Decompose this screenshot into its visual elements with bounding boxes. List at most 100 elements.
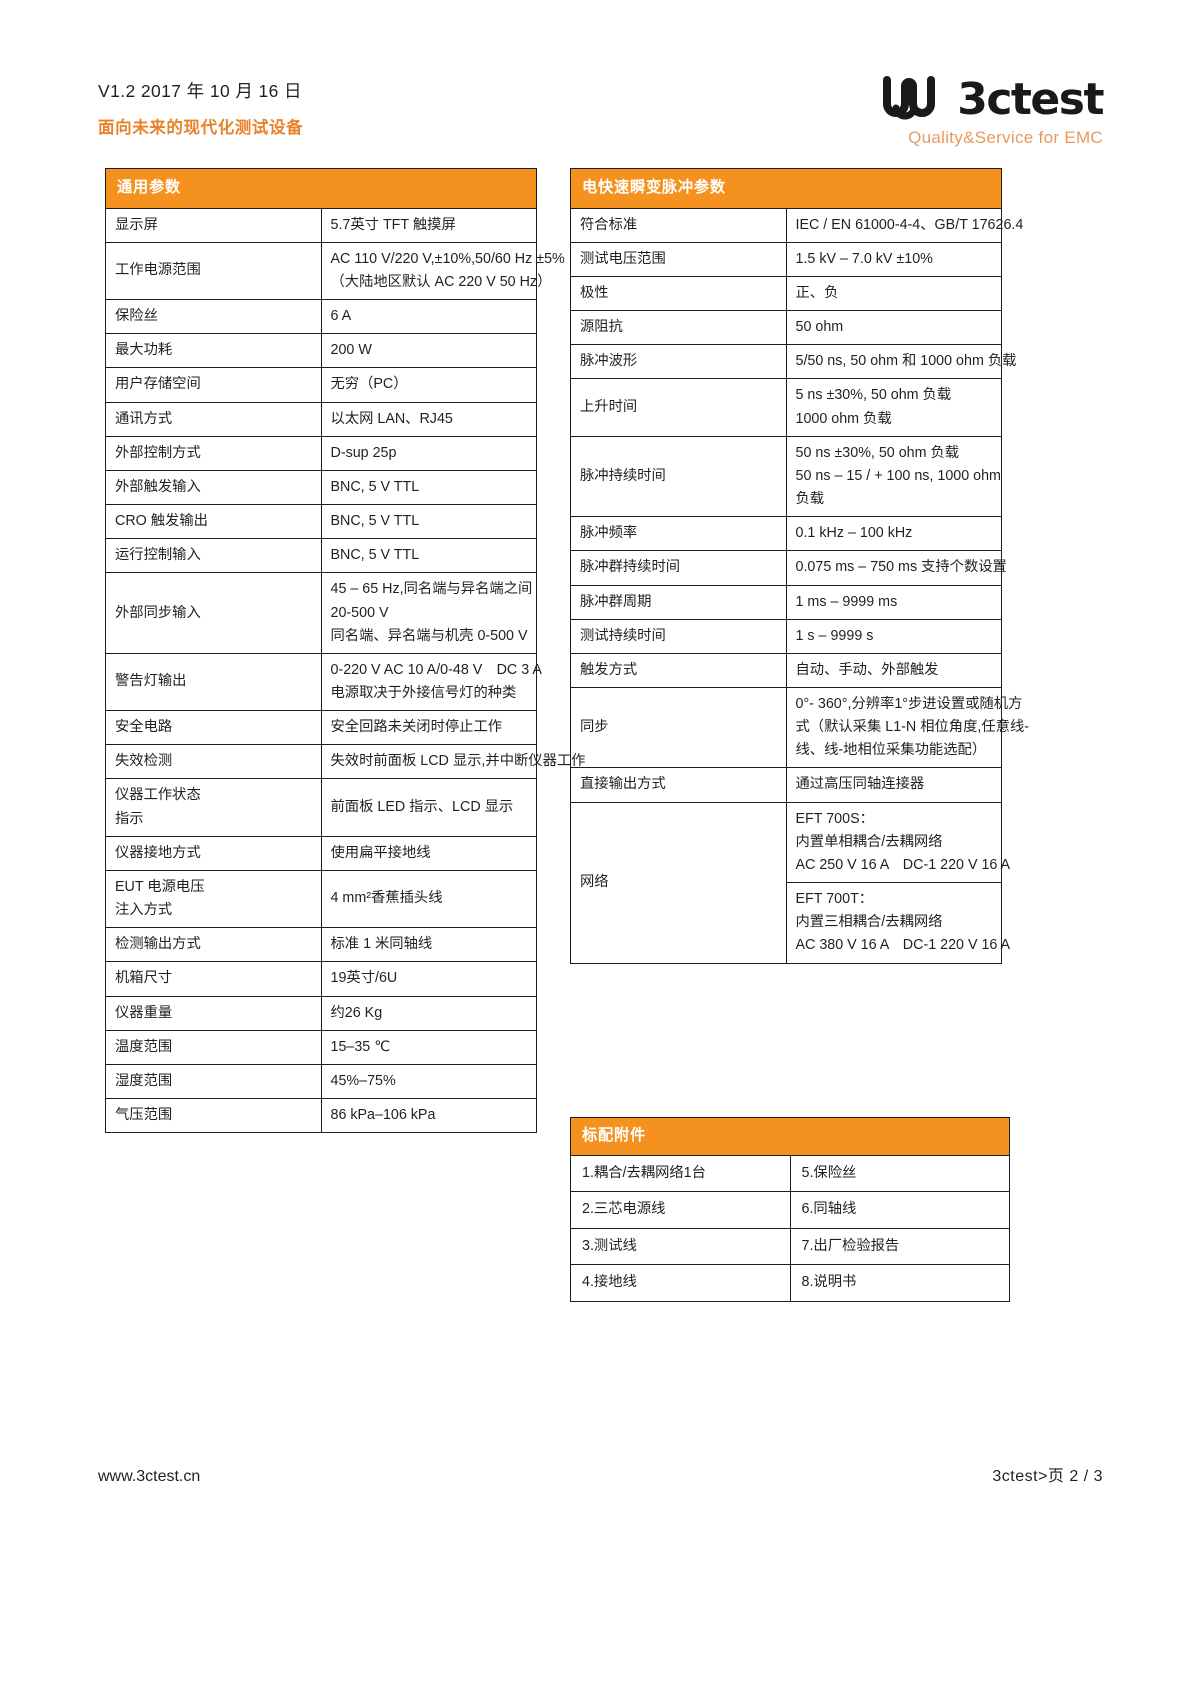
row-key: 仪器重量	[105, 995, 322, 1031]
eft-table-title: 电快速瞬变脉冲参数	[570, 168, 1002, 209]
row-value: 50 ns ±30%, 50 ohm 负载 50 ns – 15 / + 100…	[785, 435, 1002, 518]
row-key: 同步	[570, 686, 787, 769]
accessory-item: 1.耦合/去耦网络1台	[570, 1154, 791, 1193]
row-key: 上升时间	[570, 378, 787, 437]
value-line: 负载	[795, 491, 825, 508]
row-key: 外部同步输入	[105, 572, 322, 654]
value-line: 0-220 V AC 10 A/0-48 V DC 3 A	[330, 661, 542, 678]
table-row-network: 网络 EFT 700S： 内置单相耦合/去耦网络 AC 250 V 16 A D…	[570, 801, 1011, 964]
table-row: 通讯方式 以太网 LAN、RJ45	[105, 401, 537, 437]
row-key: 脉冲频率	[570, 516, 787, 552]
row-value: 86 kPa–106 kPa	[320, 1097, 537, 1134]
value-line: EFT 700S：	[795, 810, 874, 827]
row-key: 脉冲波形	[570, 344, 787, 380]
value-line: 同名端、异名端与机壳 0-500 V	[330, 627, 528, 644]
general-table-title: 通用参数	[105, 168, 537, 209]
table-row: 4.接地线 8.说明书	[570, 1264, 1010, 1302]
value-line: 式（默认采集 L1-N 相位角度,任意线-	[795, 719, 1030, 736]
value-line: D-sup 25p	[330, 444, 397, 461]
table-row: 仪器接地方式 使用扁平接地线	[105, 835, 537, 871]
general-parameters-column: 通用参数 显示屏 5.7英寸 TFT 触摸屏 工作电源范围 AC 110 V/2…	[105, 168, 586, 1134]
table-row: 工作电源范围 AC 110 V/220 V,±10%,50/60 Hz ±5% …	[105, 241, 565, 301]
table-row: 检测输出方式 标准 1 米同轴线	[105, 927, 537, 963]
table-row: 安全电路 安全回路未关闭时停止工作	[105, 710, 537, 746]
row-value: 使用扁平接地线	[320, 835, 537, 871]
accessories-table-title: 标配附件	[570, 1117, 1010, 1156]
row-key: 保险丝	[105, 299, 322, 335]
row-key-line: 仪器工作状态	[115, 787, 201, 804]
table-row: 3.测试线 7.出厂检验报告	[570, 1227, 1010, 1266]
row-key: 显示屏	[105, 207, 322, 243]
row-value: IEC / EN 61000-4-4、GB/T 17626.4	[785, 207, 1024, 243]
row-key: 极性	[570, 275, 787, 312]
row-value: 15–35 ℃	[320, 1029, 537, 1065]
row-key: 温度范围	[105, 1029, 322, 1065]
row-key: 脉冲群周期	[570, 584, 787, 620]
value-line: 5/50 ns, 50 ohm 和 1000 ohm 负载	[795, 353, 1017, 370]
row-value: 50 ohm	[785, 310, 1002, 346]
value-line: 内置三相耦合/去耦网络	[795, 914, 943, 931]
row-value: 前面板 LED 指示、LCD 显示	[320, 778, 537, 837]
table-row: EUT 电源电压 注入方式 4 mm²香蕉插头线	[105, 869, 537, 929]
row-key-line: 指示	[115, 810, 144, 827]
row-value: 0.075 ms – 750 ms 支持个数设置	[785, 550, 1007, 586]
row-value: 正、负	[785, 275, 1002, 312]
value-line: 前面板 LED 指示、LCD 显示	[330, 799, 514, 816]
footer-pagination: 3ctest>页 2 / 3	[992, 1468, 1103, 1485]
value-line: BNC, 5 V TTL	[330, 547, 420, 564]
value-line: 19英寸/6U	[330, 970, 398, 987]
table-row: 机箱尺寸 19英寸/6U	[105, 961, 537, 997]
value-line: AC 250 V 16 A DC-1 220 V 16 A	[795, 856, 1011, 873]
value-line: 正、负	[795, 284, 839, 301]
logo-wordmark: 3ctest	[957, 73, 1104, 125]
value-line: 50 ns – 15 / + 100 ns, 1000 ohm	[795, 467, 1001, 484]
row-key: 符合标准	[570, 207, 787, 243]
brand-logo: 3ctest	[883, 73, 1104, 125]
company-tagline: 面向未来的现代化测试设备	[98, 119, 304, 137]
value-line: 线、线-地相位采集功能选配）	[795, 742, 987, 759]
table-row: 用户存储空间 无穷（PC）	[105, 367, 537, 403]
value-line: 200 W	[330, 342, 372, 359]
accessory-item: 7.出厂检验报告	[789, 1227, 1010, 1266]
value-line: 5.7英寸 TFT 触摸屏	[330, 216, 456, 233]
accessory-item: 5.保险丝	[789, 1154, 1010, 1193]
row-value: AC 110 V/220 V,±10%,50/60 Hz ±5% （大陆地区默认…	[320, 241, 565, 301]
value-line: 1 ms – 9999 ms	[795, 593, 898, 610]
table-header-row: 通用参数	[105, 168, 537, 209]
page-footer: www.3ctest.cn 3ctest>页 2 / 3	[98, 1462, 1103, 1486]
row-key: 工作电源范围	[105, 241, 322, 301]
table-row: 保险丝 6 A	[105, 299, 537, 335]
value-line: BNC, 5 V TTL	[330, 513, 420, 530]
table-row: 运行控制输入 BNC, 5 V TTL	[105, 538, 537, 574]
row-key-line: EUT 电源电压	[115, 878, 205, 895]
row-value: 1 s – 9999 s	[785, 618, 1002, 654]
value-line: IEC / EN 61000-4-4、GB/T 17626.4	[795, 216, 1024, 233]
row-key-line: 注入方式	[115, 902, 173, 919]
row-key: 外部控制方式	[105, 435, 322, 471]
row-value-eft700s: EFT 700S： 内置单相耦合/去耦网络 AC 250 V 16 A DC-1…	[785, 801, 1011, 884]
row-value: 1 ms – 9999 ms	[785, 584, 1002, 620]
row-value: 0-220 V AC 10 A/0-48 V DC 3 A 电源取决于外接信号灯…	[320, 652, 542, 712]
value-line: 50 ns ±30%, 50 ohm 负载	[795, 444, 960, 461]
value-line: 0°- 360°,分辨率1°步进设置或随机方	[795, 695, 1023, 712]
row-value: 以太网 LAN、RJ45	[320, 401, 537, 437]
row-key: 外部触发输入	[105, 469, 322, 506]
table-row: 外部同步输入 45 – 65 Hz,同名端与异名端之间 20-500 V 同名端…	[105, 572, 537, 654]
footer-website[interactable]: www.3ctest.cn	[98, 1468, 201, 1485]
row-key: 测试持续时间	[570, 618, 787, 654]
header-right: 3ctest Quality&Service for EMC	[883, 73, 1104, 148]
eft-parameters-column: 电快速瞬变脉冲参数 符合标准 IEC / EN 61000-4-4、GB/T 1…	[570, 168, 1030, 964]
row-key: 安全电路	[105, 710, 322, 746]
logo-slogan: Quality&Service for EMC	[908, 128, 1103, 147]
value-line: 45%–75%	[330, 1072, 396, 1089]
row-value: 标准 1 米同轴线	[320, 927, 537, 963]
value-line: 失效时前面板 LCD 显示,并中断仪器工作	[330, 753, 586, 770]
table-row: 温度范围 15–35 ℃	[105, 1029, 537, 1065]
row-value: BNC, 5 V TTL	[320, 504, 537, 540]
row-key: 运行控制输入	[105, 538, 322, 574]
table-row: 测试持续时间 1 s – 9999 s	[570, 618, 1002, 654]
row-value: 无穷（PC）	[320, 367, 537, 403]
table-row: 2.三芯电源线 6.同轴线	[570, 1191, 1010, 1229]
accessory-item: 4.接地线	[570, 1264, 791, 1302]
